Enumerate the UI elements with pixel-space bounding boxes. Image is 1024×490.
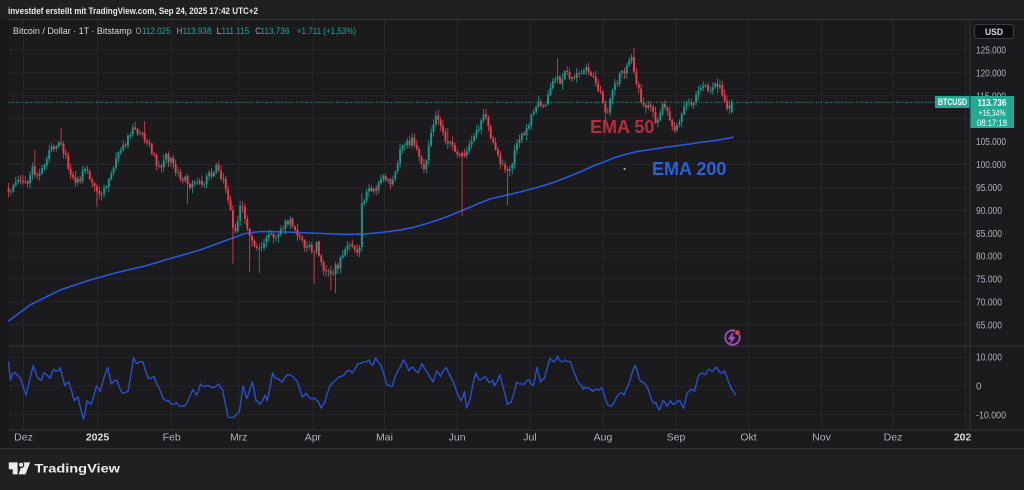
svg-text:2025: 2025 [86, 432, 110, 444]
svg-text:Mai: Mai [376, 432, 393, 444]
svg-text:90.000: 90.000 [976, 206, 1002, 217]
svg-text:2026: 2026 [954, 432, 978, 444]
svg-text:80.000: 80.000 [976, 252, 1002, 263]
svg-text:L: L [217, 26, 222, 37]
svg-text:Aug: Aug [594, 432, 613, 444]
svg-text:Apr: Apr [305, 432, 322, 444]
svg-text:Nov: Nov [812, 432, 831, 444]
svg-text:111.115: 111.115 [222, 26, 250, 37]
svg-text:95.000: 95.000 [976, 183, 1002, 194]
svg-text:75.000: 75.000 [976, 275, 1002, 286]
svg-text:100.000: 100.000 [976, 160, 1006, 171]
svg-text:113.736: 113.736 [260, 26, 289, 37]
svg-text:Jul: Jul [523, 432, 536, 444]
svg-text:C: C [255, 26, 261, 37]
svg-text:investdef erstellt mit Trading: investdef erstellt mit TradingView.com, … [8, 6, 258, 17]
svg-text:105.000: 105.000 [976, 137, 1006, 148]
svg-text:Dez: Dez [14, 432, 33, 444]
svg-text:O: O [136, 26, 142, 37]
svg-text:112.025: 112.025 [142, 26, 171, 37]
svg-text:Feb: Feb [163, 432, 181, 444]
svg-text:70.000: 70.000 [976, 298, 1002, 309]
svg-text:125.000: 125.000 [976, 46, 1006, 57]
svg-text:Okt: Okt [740, 432, 756, 444]
svg-text:08:17:18: 08:17:18 [977, 118, 1007, 129]
svg-text:Sep: Sep [667, 432, 686, 444]
svg-text:EMA 50: EMA 50 [590, 117, 654, 137]
svg-text:H: H [177, 26, 183, 37]
svg-text:Mrz: Mrz [230, 432, 248, 444]
svg-text:65.000: 65.000 [976, 320, 1002, 331]
svg-text:USD: USD [985, 27, 1003, 38]
svg-text:EMA 200: EMA 200 [652, 159, 726, 179]
svg-text:113.736: 113.736 [978, 97, 1007, 109]
svg-text:TradingView: TradingView [35, 462, 121, 476]
svg-text:Bitcoin / Dollar · 1T · Bitsta: Bitcoin / Dollar · 1T · Bitstamp [13, 26, 132, 37]
svg-text:Dez: Dez [884, 432, 903, 444]
svg-text:-10.000: -10.000 [976, 411, 1006, 422]
svg-text:120.000: 120.000 [976, 69, 1006, 80]
svg-text:10.000: 10.000 [976, 353, 1002, 364]
svg-text:BTCUSD: BTCUSD [938, 97, 967, 107]
svg-text:+1.711 (+1,53%): +1.711 (+1,53%) [297, 26, 356, 37]
svg-text:85.000: 85.000 [976, 229, 1002, 240]
svg-text:113.938: 113.938 [183, 26, 212, 37]
svg-text:0: 0 [976, 382, 982, 393]
svg-text:+16,34%: +16,34% [979, 108, 1006, 119]
svg-text:Jun: Jun [449, 432, 466, 444]
